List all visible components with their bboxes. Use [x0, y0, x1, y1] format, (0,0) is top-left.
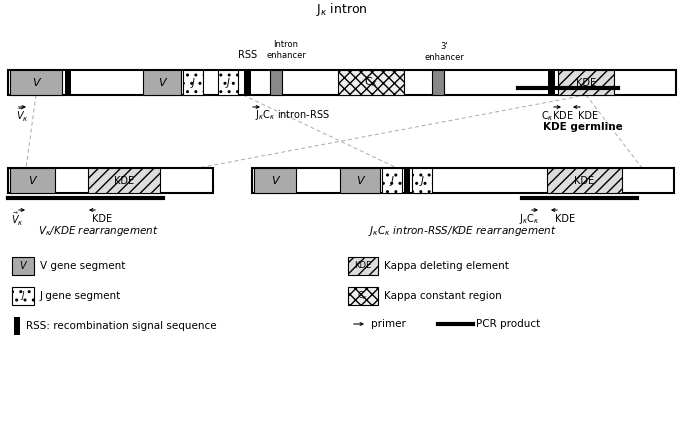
Text: V: V: [28, 175, 36, 185]
Text: C$_\kappa$: C$_\kappa$: [358, 290, 369, 302]
Text: KDE germline: KDE germline: [543, 122, 623, 132]
Text: V: V: [32, 77, 40, 87]
Bar: [218, 70, 238, 95]
Bar: [348, 257, 378, 275]
Bar: [348, 287, 378, 305]
Text: V: V: [356, 175, 364, 185]
Text: KDE: KDE: [114, 175, 134, 185]
Text: KDE: KDE: [92, 214, 112, 224]
Text: J: J: [192, 77, 195, 87]
Text: V$_\kappa$/KDE rearrangement: V$_\kappa$/KDE rearrangement: [38, 224, 158, 238]
Bar: [8, 168, 213, 193]
Bar: [12, 257, 34, 275]
Text: V: V: [271, 175, 279, 185]
Text: C$_\kappa$: C$_\kappa$: [364, 76, 378, 89]
Bar: [252, 168, 674, 193]
Text: RSS: recombination signal sequence: RSS: recombination signal sequence: [26, 321, 216, 331]
Bar: [65, 70, 71, 95]
Bar: [183, 70, 203, 95]
Text: PCR product: PCR product: [476, 319, 540, 329]
Bar: [143, 70, 181, 95]
Bar: [338, 70, 404, 95]
Text: J gene segment: J gene segment: [40, 291, 121, 301]
Text: C$_\kappa$KDE: C$_\kappa$KDE: [540, 109, 573, 123]
Bar: [88, 168, 160, 193]
Text: KDE: KDE: [574, 175, 594, 185]
Bar: [340, 168, 380, 193]
Text: J$_\kappa$ intron: J$_\kappa$ intron: [316, 1, 368, 18]
Bar: [382, 168, 402, 193]
Bar: [404, 168, 410, 193]
Text: J: J: [421, 175, 423, 185]
Text: Kappa constant region: Kappa constant region: [384, 291, 501, 301]
Text: KDE: KDE: [555, 214, 575, 224]
Text: J$_\kappa$C$_\kappa$ intron-RSS: J$_\kappa$C$_\kappa$ intron-RSS: [256, 108, 331, 122]
Text: primer: primer: [371, 319, 406, 329]
Text: Intron
enhancer: Intron enhancer: [266, 40, 306, 60]
Text: KDE: KDE: [354, 261, 372, 270]
Bar: [547, 168, 622, 193]
Bar: [10, 70, 62, 95]
Text: J: J: [22, 292, 24, 301]
Text: J$_\kappa$C$_\kappa$: J$_\kappa$C$_\kappa$: [519, 212, 539, 226]
Text: 3'
enhancer: 3' enhancer: [424, 42, 464, 61]
Text: RSS: RSS: [238, 50, 258, 60]
Bar: [412, 168, 432, 193]
Bar: [12, 287, 34, 305]
Text: $\vec{V}_\kappa$: $\vec{V}_\kappa$: [11, 210, 23, 227]
Text: J$_\kappa$C$_\kappa$ intron-RSS/KDE rearrangement: J$_\kappa$C$_\kappa$ intron-RSS/KDE rear…: [368, 224, 556, 238]
Bar: [244, 70, 251, 95]
Text: $\vec{V}_\kappa$: $\vec{V}_\kappa$: [16, 106, 28, 123]
Bar: [432, 70, 444, 95]
Text: V: V: [20, 261, 26, 271]
Bar: [10, 168, 55, 193]
Bar: [270, 70, 282, 95]
Bar: [548, 70, 555, 95]
Bar: [14, 317, 20, 335]
Text: J: J: [227, 77, 229, 87]
Text: V: V: [158, 77, 166, 87]
Text: J: J: [390, 175, 393, 185]
Bar: [254, 168, 296, 193]
Text: V gene segment: V gene segment: [40, 261, 125, 271]
Bar: [8, 70, 676, 95]
Text: KDE: KDE: [578, 111, 598, 121]
Text: KDE: KDE: [576, 77, 596, 87]
Text: Kappa deleting element: Kappa deleting element: [384, 261, 509, 271]
Bar: [558, 70, 614, 95]
